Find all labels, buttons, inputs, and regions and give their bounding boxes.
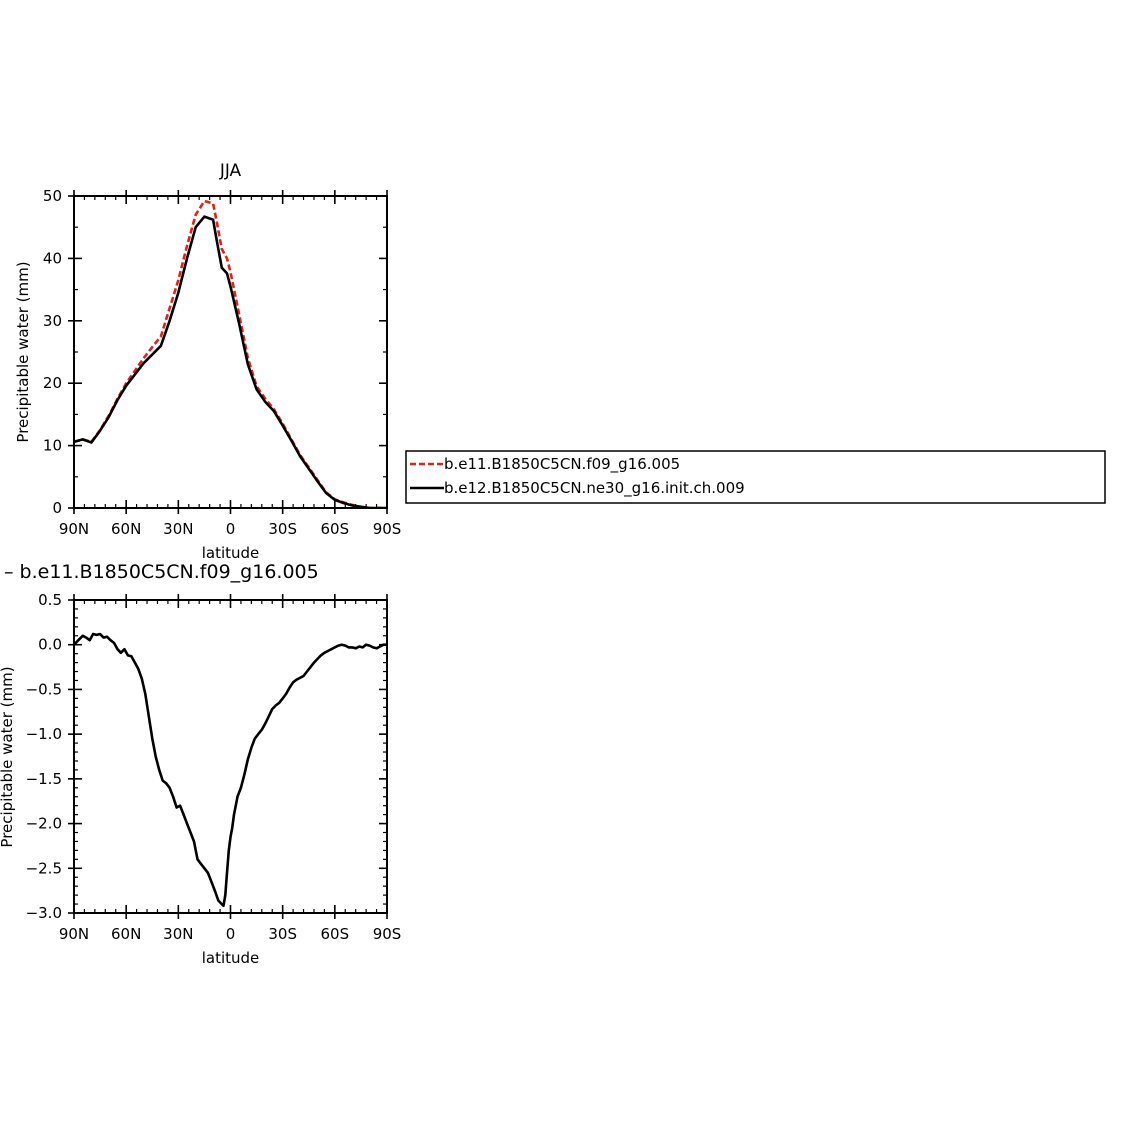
x-tick-label: 60N [111, 520, 141, 538]
legend-label-2: b.e12.B1850C5CN.ne30_g16.init.ch.009 [444, 479, 745, 498]
x-tick-label: 90N [59, 925, 89, 943]
y-tick-label: 30 [43, 312, 62, 330]
x-tick-label: 60S [321, 925, 350, 943]
y-axis-label: Precipitable water (mm) [0, 666, 16, 847]
y-tick-label: −1.0 [26, 725, 62, 743]
y-tick-label: 0.5 [38, 591, 62, 609]
plot-title: – b.e11.B1850C5CN.f09_g16.005 [4, 561, 319, 583]
x-tick-label: 90S [373, 520, 402, 538]
x-tick-label: 30S [268, 925, 297, 943]
x-tick-label: 30N [163, 520, 193, 538]
series-line-1 [74, 199, 387, 508]
legend-box [405, 450, 1106, 504]
y-tick-label: 20 [43, 374, 62, 392]
y-tick-label: −3.0 [26, 904, 62, 922]
x-tick-label: 0 [226, 925, 236, 943]
y-axis-label: Precipitable water (mm) [14, 261, 32, 442]
y-tick-label: −2.0 [26, 815, 62, 833]
legend-label-1: b.e11.B1850C5CN.f09_g16.005 [444, 455, 680, 474]
y-tick-label: −2.5 [26, 859, 62, 877]
x-tick-label: 90N [59, 520, 89, 538]
plot-frame [73, 599, 388, 914]
plot-2: 0.5 0.0 −0.5 −1.0 −1.5 −2.0 −2.5 −3.0 90N 60N 30N 0… [0, 561, 401, 967]
y-tick-label: 0.0 [38, 636, 62, 654]
y-tick-label: 40 [43, 249, 62, 267]
y-tick-label: −0.5 [26, 680, 62, 698]
y-tick-label: 10 [43, 437, 62, 455]
x-axis-label: latitude [202, 544, 260, 562]
plot-title: JJA [219, 161, 242, 181]
x-tick-label: 30N [163, 925, 193, 943]
y-tick-label: −1.5 [26, 770, 62, 788]
y-axis-label-group: Precipitable water (mm) [0, 666, 16, 847]
x-tick-label: 60N [111, 925, 141, 943]
plot-frame [73, 195, 388, 509]
series-line-1 [74, 632, 387, 908]
plot-1: 0 10 20 30 40 50 90N 60N 30N 0 30S 60S 90S JJA latitud… [14, 161, 401, 562]
x-tick-label: 0 [226, 520, 236, 538]
y-tick-label: 0 [52, 499, 62, 517]
x-tick-label: 60S [321, 520, 350, 538]
y-tick-label: 50 [43, 187, 62, 205]
legend: b.e11.B1850C5CN.f09_g16.005 b.e12.B1850C5… [405, 450, 1106, 504]
series-line-2 [74, 215, 387, 508]
x-tick-label: 90S [373, 925, 402, 943]
x-axis-label: latitude [202, 949, 260, 967]
x-tick-label: 30S [268, 520, 297, 538]
